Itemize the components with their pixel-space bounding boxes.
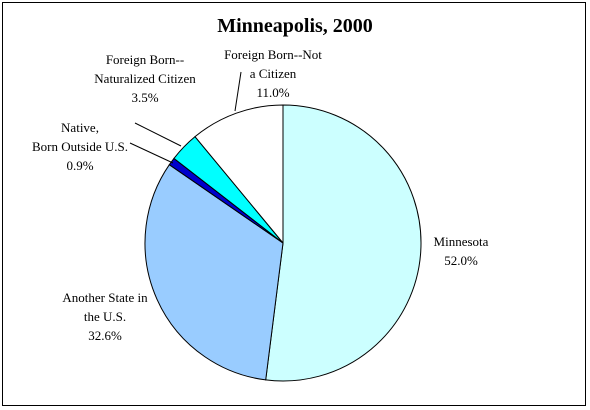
slice-name-label: Naturalized Citizen: [94, 71, 196, 86]
slice-name-label: the U.S.: [84, 309, 126, 324]
slice-name-label: Foreign Born--Not: [224, 47, 322, 62]
pie-slice: [144, 164, 284, 381]
chart-frame: Minneapolis, 2000 Minnesota 52.0% Another …: [2, 2, 586, 406]
chart-title: Minneapolis, 2000: [217, 15, 373, 37]
slice-value-label: 0.9%: [66, 158, 93, 173]
slice-label: Native, Born Outside U.S. 0.9%: [32, 120, 128, 173]
slice-name-label: Another State in: [62, 290, 148, 305]
slice-label: Foreign Born--Not a Citizen 11.0%: [224, 47, 322, 100]
pie-slices: [144, 104, 422, 382]
slice-name-label: Foreign Born--: [106, 52, 184, 67]
slice-label: Minnesota 52.0%: [434, 234, 489, 268]
pie-slice: [265, 104, 422, 382]
slice-value-label: 32.6%: [88, 328, 122, 343]
slice-name-label: a Citizen: [250, 66, 297, 81]
leader-lines: [129, 71, 242, 164]
pie-chart: Minneapolis, 2000 Minnesota 52.0% Another …: [32, 15, 489, 382]
leader-line: [234, 71, 242, 112]
slice-name-label: Native,: [61, 120, 99, 135]
slice-name-label: Born Outside U.S.: [32, 139, 128, 154]
slice-value-label: 52.0%: [444, 253, 478, 268]
slice-labels: Minnesota 52.0% Another State in the U.S. 32…: [32, 47, 489, 343]
slice-label: Another State in the U.S. 32.6%: [62, 290, 148, 343]
slice-label: Foreign Born-- Naturalized Citizen 3.5%: [94, 52, 196, 105]
slice-name-label: Minnesota: [434, 234, 489, 249]
pie-slice: [194, 104, 284, 245]
slice-value-label: 3.5%: [131, 90, 158, 105]
leader-line: [129, 142, 174, 164]
slice-value-label: 11.0%: [256, 85, 289, 100]
leader-line: [134, 122, 182, 147]
